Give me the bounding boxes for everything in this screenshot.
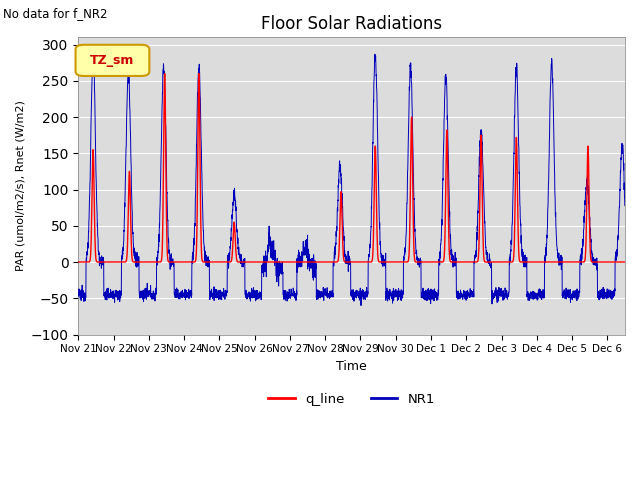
Text: TZ_sm: TZ_sm bbox=[90, 54, 134, 67]
Y-axis label: PAR (umol/m2/s), Rnet (W/m2): PAR (umol/m2/s), Rnet (W/m2) bbox=[15, 100, 25, 271]
FancyBboxPatch shape bbox=[76, 45, 149, 76]
Legend: q_line, NR1: q_line, NR1 bbox=[263, 387, 440, 411]
Title: Floor Solar Radiations: Floor Solar Radiations bbox=[261, 15, 442, 33]
Text: No data for f_NR2: No data for f_NR2 bbox=[3, 7, 108, 20]
X-axis label: Time: Time bbox=[336, 360, 367, 373]
